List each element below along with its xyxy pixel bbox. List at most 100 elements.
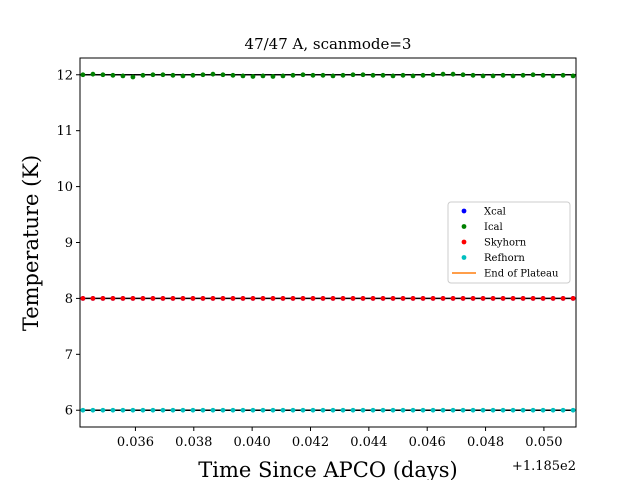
data-point-refhorn-31	[390, 407, 396, 413]
data-point-refhorn-39	[470, 407, 476, 413]
data-point-refhorn-18	[260, 407, 266, 413]
data-point-refhorn-17	[250, 407, 256, 413]
data-point-skyhorn-31	[390, 296, 396, 301]
data-point-ical-21	[290, 72, 296, 78]
data-point-skyhorn-30	[380, 296, 386, 301]
data-point-ical-44	[520, 72, 526, 78]
data-point-skyhorn-43	[510, 296, 516, 301]
data-point-refhorn-16	[240, 407, 246, 413]
data-point-refhorn-44	[520, 407, 526, 413]
data-point-refhorn-24	[320, 407, 326, 413]
data-point-skyhorn-27	[350, 296, 356, 301]
data-point-skyhorn-15	[230, 296, 236, 301]
legend-marker-ical	[461, 224, 467, 229]
x-axis-offset-label: +1.185e2	[512, 459, 576, 474]
x-tick-label-1: 0.038	[175, 435, 212, 450]
data-point-ical-19	[270, 74, 276, 79]
y-tick-label-5: 11	[56, 124, 73, 139]
data-point-ical-34	[420, 72, 426, 78]
x-tick-label-2: 0.040	[234, 435, 271, 450]
data-point-ical-8	[160, 72, 166, 78]
x-axis: 0.036 0.038 0.040 0.042 0.044 0.046 0.048 0.050	[117, 427, 563, 450]
data-point-skyhorn-38	[460, 296, 466, 301]
data-point-refhorn-27	[350, 407, 356, 413]
data-point-refhorn-15	[230, 407, 236, 413]
data-point-skyhorn-17	[250, 296, 256, 301]
data-point-ical-13	[210, 71, 216, 77]
x-axis-label: Time Since APCO (days)	[198, 458, 457, 480]
data-point-skyhorn-24	[320, 296, 326, 301]
data-point-refhorn-13	[210, 407, 216, 413]
data-point-refhorn-7	[150, 407, 156, 413]
data-point-refhorn-14	[220, 407, 226, 413]
data-point-refhorn-37	[450, 407, 456, 413]
data-point-refhorn-0	[80, 407, 86, 413]
data-point-ical-48	[560, 72, 566, 78]
data-point-skyhorn-34	[420, 296, 426, 301]
legend-entries: Xcal Ical Skyhorn Refhorn End of Plateau	[452, 207, 559, 280]
data-point-skyhorn-29	[370, 296, 376, 301]
data-point-skyhorn-1	[90, 296, 96, 301]
data-point-ical-41	[490, 73, 496, 79]
data-point-ical-12	[200, 72, 206, 78]
data-point-skyhorn-16	[240, 296, 246, 301]
data-point-ical-1	[90, 71, 96, 77]
legend-label-skyhorn: Skyhorn	[484, 238, 527, 249]
data-point-skyhorn-11	[190, 296, 196, 301]
data-point-skyhorn-44	[520, 296, 526, 301]
data-point-ical-43	[510, 73, 516, 79]
x-tick-label-3: 0.042	[292, 435, 329, 450]
data-point-ical-31	[390, 73, 396, 79]
data-point-ical-2	[100, 72, 106, 78]
data-point-ical-15	[230, 72, 236, 78]
data-point-skyhorn-39	[470, 296, 476, 301]
data-point-refhorn-22	[300, 407, 306, 413]
data-point-skyhorn-40	[480, 296, 486, 301]
data-point-refhorn-28	[360, 407, 366, 413]
data-point-ical-18	[260, 73, 266, 79]
data-point-skyhorn-36	[440, 296, 446, 301]
data-point-skyhorn-25	[330, 296, 336, 301]
data-point-refhorn-49	[570, 407, 576, 413]
data-point-skyhorn-2	[100, 296, 106, 301]
data-point-skyhorn-5	[130, 296, 136, 301]
data-point-skyhorn-6	[140, 296, 146, 301]
data-point-skyhorn-20	[280, 296, 286, 301]
data-point-skyhorn-18	[260, 296, 266, 301]
data-point-ical-47	[550, 73, 556, 79]
data-point-skyhorn-42	[500, 296, 506, 301]
data-point-refhorn-4	[120, 407, 126, 413]
data-point-skyhorn-7	[150, 296, 156, 301]
data-point-ical-45	[530, 72, 536, 78]
data-point-refhorn-25	[330, 407, 336, 413]
data-point-ical-35	[430, 72, 436, 78]
data-point-ical-10	[180, 73, 186, 79]
data-point-ical-16	[240, 73, 246, 79]
data-point-refhorn-10	[180, 407, 186, 413]
data-point-skyhorn-26	[340, 296, 346, 301]
legend-label-refhorn: Refhorn	[484, 253, 525, 264]
data-point-ical-28	[360, 72, 366, 78]
data-point-ical-49	[570, 73, 576, 79]
data-point-skyhorn-45	[530, 296, 536, 301]
data-point-skyhorn-19	[270, 296, 276, 301]
data-point-ical-5	[130, 74, 136, 80]
data-point-ical-23	[310, 72, 316, 78]
x-tick-label-4: 0.044	[350, 435, 387, 450]
data-point-ical-39	[470, 72, 476, 78]
data-point-ical-3	[110, 72, 116, 78]
data-point-ical-14	[220, 72, 226, 78]
data-point-skyhorn-8	[160, 296, 166, 301]
data-point-refhorn-35	[430, 407, 436, 413]
legend-box	[447, 201, 571, 284]
data-point-ical-46	[540, 72, 546, 78]
data-point-ical-11	[190, 72, 196, 78]
data-point-skyhorn-23	[310, 296, 316, 301]
data-point-ical-30	[380, 72, 386, 78]
y-tick-label-0: 6	[65, 404, 73, 419]
data-point-refhorn-12	[200, 407, 206, 413]
legend-label-ical: Ical	[484, 222, 503, 233]
x-tick-label-5: 0.046	[409, 435, 446, 450]
data-point-ical-0	[80, 72, 86, 78]
data-point-ical-33	[410, 73, 416, 79]
